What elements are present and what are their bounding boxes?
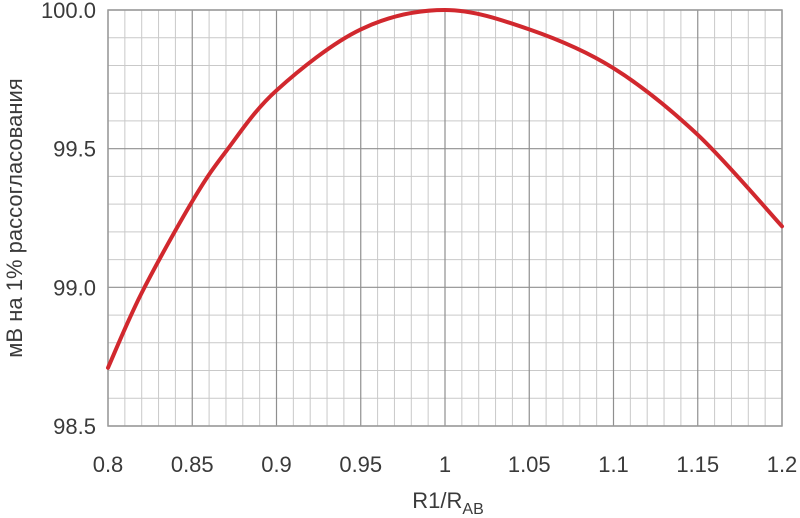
x-tick-label: 1.15 [676,452,719,477]
x-tick-label: 0.95 [339,452,382,477]
y-tick-label: 98.5 [53,414,96,439]
x-tick-label: 1.1 [598,452,629,477]
y-tick-label: 99.0 [53,275,96,300]
y-tick-label: 100.0 [41,0,96,23]
x-tick-labels: 0.8 0.85 0.9 0.95 1 1.05 1.1 1.15 1.2 [93,452,798,477]
x-axis-title-subscript: AB [462,501,483,518]
x-tick-label: 0.8 [93,452,124,477]
x-tick-label: 1.05 [508,452,551,477]
x-tick-label: 1 [439,452,451,477]
series-line [106,8,784,370]
y-tick-labels: 98.5 99.0 99.5 100.0 [41,0,96,439]
y-tick-label: 99.5 [53,137,96,162]
x-tick-label: 1.2 [767,452,798,477]
x-tick-label: 0.9 [261,452,292,477]
y-axis-title: мВ на 1% рассогласования [2,78,27,357]
x-axis-title: R1/RAB [412,488,483,518]
x-axis-title-main: R1/R [412,488,462,513]
x-tick-label: 0.85 [171,452,214,477]
minor-gridlines [108,10,782,426]
